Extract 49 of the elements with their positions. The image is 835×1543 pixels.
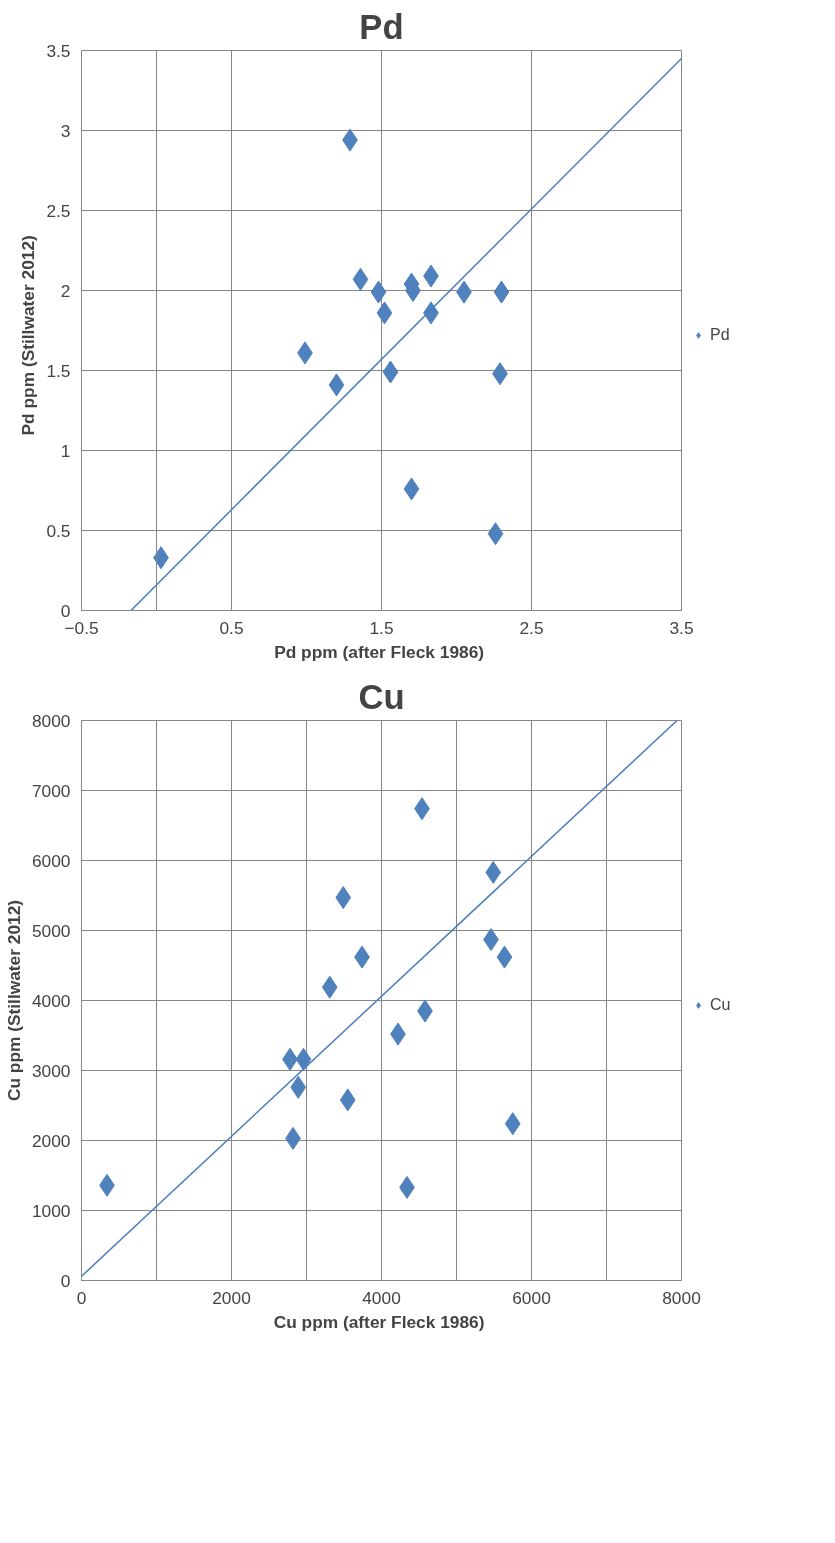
y-tick-label: 1000 xyxy=(31,1200,71,1221)
y-tick-label: 2000 xyxy=(31,1130,71,1151)
x-tick-label: 1.5 xyxy=(369,617,394,638)
x-tick-label: 2000 xyxy=(212,1287,251,1308)
chart-title: Cu xyxy=(358,677,405,716)
x-tick-label: 8000 xyxy=(662,1287,701,1308)
y-tick-label: 2 xyxy=(60,280,71,301)
point xyxy=(290,1075,307,1099)
point xyxy=(370,280,387,304)
x-tick-label: 4000 xyxy=(362,1287,401,1308)
y-tick-label: 3.5 xyxy=(46,40,71,61)
point xyxy=(321,975,338,999)
point xyxy=(339,1088,356,1112)
y-tick-label: 3000 xyxy=(31,1060,71,1081)
y-tick-label: 1.5 xyxy=(46,360,71,381)
x-tick-label: 2.5 xyxy=(519,617,544,638)
point xyxy=(335,886,352,910)
legend-label: Pd xyxy=(710,326,730,344)
legend-label: Cu xyxy=(710,996,731,1014)
x-tick-label: 6000 xyxy=(512,1287,551,1308)
point xyxy=(485,860,502,884)
point xyxy=(504,1112,521,1136)
y-tick-label: 5000 xyxy=(31,920,71,941)
x-tick-label: 3.5 xyxy=(669,617,694,638)
point xyxy=(496,945,513,969)
point xyxy=(382,360,399,384)
y-tick-label: 1 xyxy=(60,440,71,461)
x-axis-title: Cu ppm (after Fleck 1986) xyxy=(273,1311,485,1332)
y-tick-label: 6000 xyxy=(31,850,71,871)
chart-title: Pd xyxy=(359,7,404,46)
x-tick-label: 0.5 xyxy=(219,617,244,638)
point xyxy=(493,280,510,304)
point xyxy=(376,301,393,325)
y-tick-label: 2.5 xyxy=(46,200,71,221)
y-axis-title: Cu ppm (Stillwater 2012) xyxy=(3,899,24,1102)
point xyxy=(328,373,345,397)
y-tick-label: 0 xyxy=(60,1270,71,1291)
x-axis-title: Pd ppm (after Fleck 1986) xyxy=(274,641,485,662)
point xyxy=(295,1047,312,1071)
x-tick-label: 0 xyxy=(76,1287,87,1308)
point xyxy=(403,477,420,501)
point xyxy=(352,267,369,291)
y-axis-title: Pd ppm (Stillwater 2012) xyxy=(18,235,39,436)
y-tick-label: 0.5 xyxy=(46,520,71,541)
y-tick-label: 8000 xyxy=(31,710,71,731)
y-tick-label: 3 xyxy=(60,120,71,141)
point xyxy=(487,522,504,546)
y-tick-label: 7000 xyxy=(31,780,71,801)
y-tick-label: 4000 xyxy=(31,990,71,1011)
